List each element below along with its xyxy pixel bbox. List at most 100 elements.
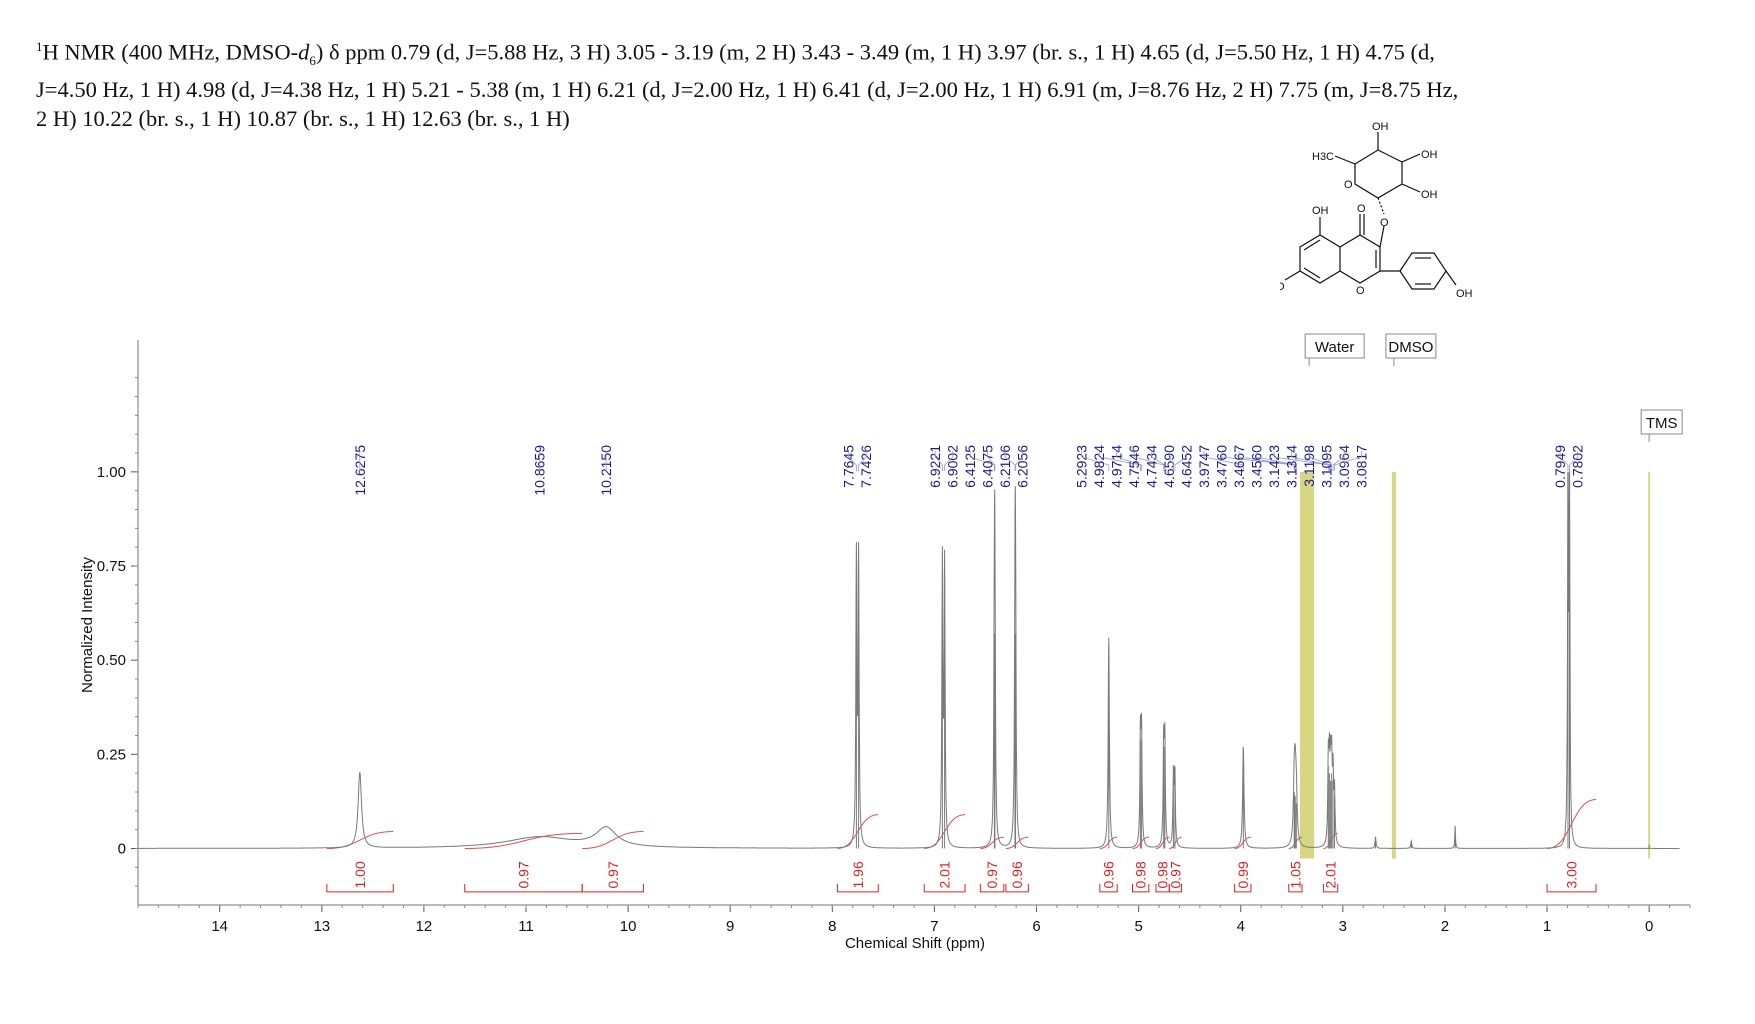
peak-label: 3.1423 (1266, 445, 1282, 488)
nmr-line-3: 2 H) 10.22 (br. s., 1 H) 10.87 (br. s., … (36, 106, 570, 131)
peak-label-leader (1133, 451, 1165, 471)
solvent-bands (1299, 471, 1651, 859)
x-tick-label: 12 (416, 918, 433, 935)
solvent-band (1648, 471, 1651, 859)
integral-bracket (1132, 883, 1150, 893)
integral-curve (1132, 836, 1149, 849)
peak-label: 7.7426 (858, 445, 874, 488)
peak-label: 3.4560 (1249, 445, 1265, 488)
peak-label: 10.8659 (532, 445, 548, 496)
integral-value: 0.97 (515, 861, 531, 888)
peak-label-leader (969, 451, 995, 471)
integral-bracket (1168, 883, 1183, 893)
peak-label-leader (858, 451, 867, 471)
integral-value: 0.96 (1009, 861, 1025, 888)
peak-label-leader (1559, 451, 1569, 471)
nmr-text-part1: H NMR (400 MHz, DMSO- (42, 39, 299, 65)
integral-curve (924, 814, 966, 849)
peak-label: 3.4667 (1231, 445, 1247, 488)
label-o-ring: O (1344, 179, 1353, 191)
integral-curve (1099, 836, 1118, 849)
peak-label: 4.6452 (1179, 445, 1195, 488)
peak-label-leader (1326, 451, 1333, 471)
integral-curve (1288, 836, 1303, 849)
peak-label-leader (1273, 451, 1329, 471)
y-tick-label: 0.50 (97, 652, 126, 669)
peak-label: 4.7434 (1144, 445, 1160, 488)
peak-label-leader (1334, 451, 1363, 471)
x-tick-label: 14 (211, 918, 228, 935)
integral-bracket (1005, 883, 1029, 893)
x-axis-label: Chemical Shift (ppm) (845, 935, 985, 952)
peak-label: 4.7546 (1126, 445, 1142, 488)
integral-bracket (1546, 883, 1597, 893)
x-tick-label: 7 (930, 918, 938, 935)
label-ho7: HO (1280, 281, 1285, 293)
peak-label: 3.0964 (1336, 445, 1352, 488)
integral-curve (1155, 836, 1170, 849)
axes: 14 13 12 11 10 9 8 7 6 5 4 3 2 1 000.250.500.751.00 (97, 340, 1691, 935)
label-o-pyran: O (1356, 285, 1365, 297)
x-tick-label: 11 (518, 918, 534, 935)
annotation-label: Water (1315, 339, 1354, 356)
annotation-box (1640, 409, 1683, 435)
peak-label-leader (1151, 451, 1166, 471)
peak-label: 6.4075 (980, 445, 996, 488)
peak-label: 12.6275 (352, 445, 368, 496)
x-tick-label: 5 (1134, 918, 1142, 935)
peak-label: 10.2150 (598, 445, 614, 496)
x-tick-label: 1 (1543, 918, 1551, 935)
peak-label: 3.4760 (1214, 445, 1230, 488)
peak-label: 3.0817 (1354, 445, 1370, 488)
annotation-box (1304, 333, 1365, 359)
peak-label: 6.2056 (1015, 445, 1031, 488)
peak-label: 6.2106 (997, 445, 1013, 488)
label-oh-right2: OH (1421, 189, 1438, 201)
integral-value: 0.96 (1101, 861, 1117, 888)
spectrum-trace (138, 471, 1680, 849)
integral-bracket (326, 883, 394, 893)
peak-label: 6.4125 (962, 445, 978, 488)
y-tick-label: 0.75 (97, 558, 126, 575)
peak-label: 3.1095 (1319, 445, 1335, 488)
peak-label: 4.9714 (1109, 445, 1125, 488)
peak-label-leader (944, 451, 954, 471)
x-tick-label: 10 (620, 918, 637, 935)
integral-curve (582, 831, 644, 849)
peak-label-leader (1221, 451, 1295, 471)
integral-curve (1234, 836, 1252, 849)
peak-label: 3.9747 (1196, 445, 1212, 488)
peak-label-leader (1168, 451, 1174, 471)
x-tick-label: 3 (1339, 918, 1347, 935)
y-tick-label: 0 (118, 841, 126, 858)
integral-value: 2.01 (937, 861, 953, 888)
label-oh5: OH (1312, 205, 1329, 217)
integral-value: 0.97 (1167, 861, 1183, 888)
peak-label: 4.6590 (1161, 445, 1177, 488)
peak-label-leader (848, 451, 857, 471)
peak-label-leader (1238, 451, 1296, 471)
y-tick-label: 0.25 (97, 746, 126, 763)
integral-bracket (464, 883, 583, 893)
y-tick-label: 1.00 (97, 464, 126, 481)
label-o-carbonyl: O (1357, 203, 1366, 215)
peak-label: 5.2923 (1074, 445, 1090, 488)
peak-label: 6.9002 (945, 445, 961, 488)
integral-value: 0.97 (605, 861, 621, 888)
integral-curve (1169, 836, 1182, 849)
peak-label-leader (1081, 451, 1110, 471)
peak-label: 4.9824 (1091, 445, 1107, 488)
integral-value: 1.05 (1287, 861, 1303, 888)
deuterium-subscript: 6 (309, 53, 316, 68)
peak-label: 3.1314 (1284, 445, 1300, 488)
integral-bracket (979, 883, 1005, 893)
integral-curve (326, 831, 394, 849)
integral-value: 3.00 (1564, 861, 1580, 888)
peak-label: 6.9221 (927, 445, 943, 488)
peak-label-leader (934, 451, 943, 471)
x-tick-label: 9 (726, 918, 734, 935)
x-tick-label: 2 (1441, 918, 1449, 935)
y-axis-label: Normalized Intensity (79, 557, 96, 693)
x-tick-label: 4 (1237, 918, 1245, 935)
integral-bracket (1288, 883, 1303, 893)
